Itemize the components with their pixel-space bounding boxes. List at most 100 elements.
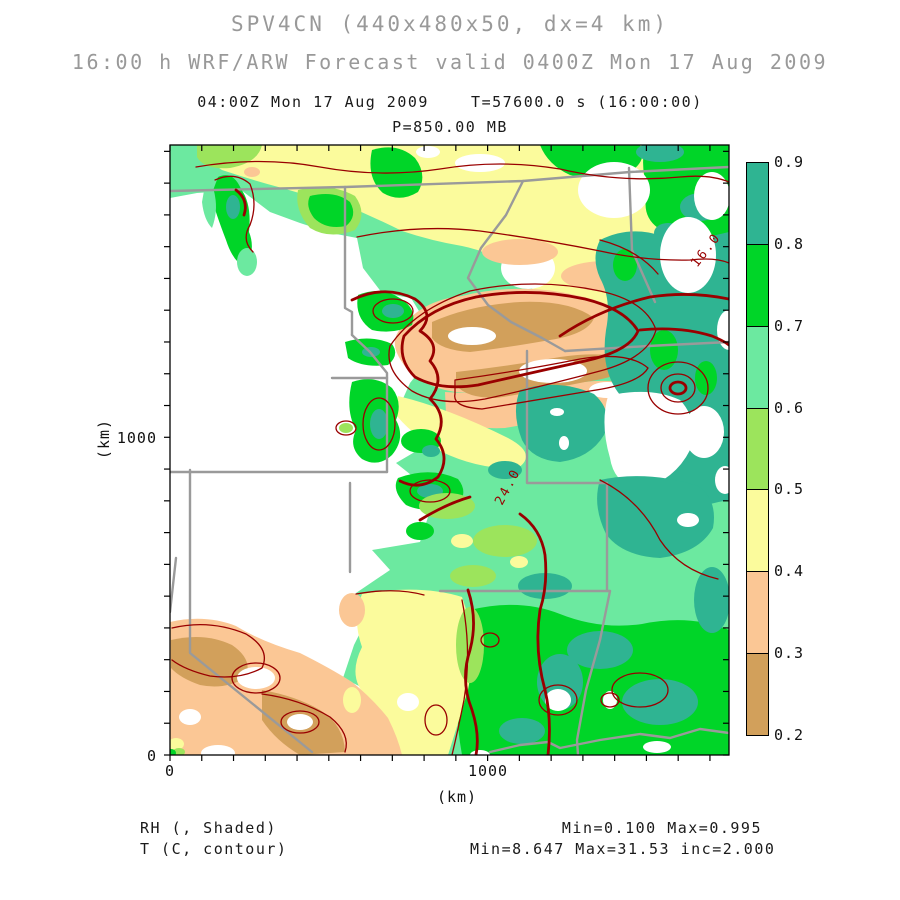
temperature-contour-ring <box>668 380 688 396</box>
temperature-contour-ring <box>280 710 320 734</box>
rh-fill-blob <box>451 534 473 548</box>
temperature-contours <box>171 160 729 755</box>
rh-fill-region <box>202 184 216 228</box>
field-description: RH (, Shaded) T (C, contour) <box>140 819 288 858</box>
temperature-contour-line <box>599 479 719 580</box>
temperature-contour-ring <box>231 662 281 694</box>
state-border-line <box>563 340 729 353</box>
temperature-contour-line <box>214 175 255 253</box>
rh-fill-blob <box>567 631 633 669</box>
rh-fill-blob <box>482 239 558 265</box>
x-axis-unit-label: (km) <box>436 788 478 806</box>
x-axis-tick-label-1000: 1000 <box>467 762 509 780</box>
rh-fill-blob <box>339 593 365 627</box>
temperature-contour-ring <box>409 479 451 503</box>
rh-fill-blob <box>170 738 184 750</box>
y-axis-tick-label-0: 0 <box>146 747 157 765</box>
rh-fill-blob <box>422 445 440 457</box>
rh-fill-blob <box>397 693 419 711</box>
temperature-contour-line <box>558 293 729 338</box>
rh-fill-blob <box>559 436 569 450</box>
temperature-contour-line <box>599 239 659 275</box>
rh-fill-blob <box>643 741 671 753</box>
temperature-contour-line <box>261 693 347 753</box>
temperature-contour-ring <box>362 397 396 451</box>
colorbar-label: 0.5 <box>774 480 805 499</box>
x-axis-tick-label-0: 0 <box>164 762 176 780</box>
temperature-contour-line <box>518 512 551 755</box>
state-border-line <box>488 727 729 754</box>
rh-fill-blob <box>237 248 257 276</box>
plot-frame-and-ticks <box>164 144 730 761</box>
colorbar-label: 0.6 <box>774 398 805 417</box>
rh-fill-blob <box>684 406 724 458</box>
colorbar-segment <box>746 325 769 409</box>
temperature-contour-line <box>464 588 479 755</box>
y-axis-tick-label-1000: 1000 <box>116 429 157 447</box>
state-border-line <box>188 468 314 754</box>
rh-fill-blob <box>545 689 571 711</box>
colorbar-label: 0.7 <box>774 316 805 335</box>
rh-fill-blob <box>694 172 729 220</box>
temperature-contour-line <box>171 624 266 678</box>
temperature-contour-line <box>418 495 472 522</box>
colorbar-label: 0.2 <box>774 726 805 744</box>
colorbar-segment <box>746 243 769 327</box>
rh-fill-blob <box>448 327 496 345</box>
colorbar-segment <box>746 407 769 491</box>
state-border-line <box>170 556 178 614</box>
temperature-contour-ring <box>647 361 709 415</box>
rh-fill-blob <box>488 461 522 479</box>
temperature-contour-ring <box>600 692 620 708</box>
state-border-line <box>350 333 389 474</box>
rh-fill-blob <box>473 525 537 557</box>
colorbar-segment <box>746 489 769 573</box>
rh-fill-region <box>308 194 354 227</box>
temperature-contour-line <box>356 227 729 264</box>
rh-fill-region <box>355 589 472 755</box>
rh-fill-region <box>197 145 262 169</box>
rh-fill-blob <box>660 217 716 293</box>
rh-fill-region <box>211 175 252 268</box>
temperature-contour-line <box>350 290 446 487</box>
rh-fill-blob <box>550 408 564 416</box>
state-border-line <box>466 179 567 353</box>
state-border-line <box>525 349 609 485</box>
colorbar-segment <box>746 571 769 655</box>
colorbar-segment <box>746 162 769 245</box>
rh-fill-blob <box>406 522 434 540</box>
rh-fill-blob <box>677 513 699 527</box>
state-borders <box>170 165 729 755</box>
shaded-rh-field <box>170 145 729 755</box>
rh-fill-blob <box>339 423 353 433</box>
temperature-contour-line <box>454 355 649 410</box>
temperature-contour-ring <box>424 704 448 736</box>
state-border-line <box>343 185 354 337</box>
rh-fill-blob <box>450 565 496 587</box>
temperature-contour-line <box>234 188 247 217</box>
rh-fill-blob <box>244 167 260 177</box>
rh-colorbar <box>746 162 769 736</box>
temperature-contour-ring <box>480 632 500 648</box>
state-border-line <box>627 166 657 304</box>
rh-fill-blob <box>370 409 388 439</box>
rh-fill-blob <box>287 714 313 730</box>
colorbar-label: 0.9 <box>774 153 805 171</box>
rh-fill-region <box>604 391 693 490</box>
rh-fill-blob <box>416 146 440 158</box>
valid-time-line: 04:00Z Mon 17 Aug 2009 T=57600.0 s (16:0… <box>197 93 703 111</box>
rh-fill-blob <box>382 304 404 318</box>
temperature-contour-ring <box>538 684 578 716</box>
plot-subtitle: 16:00 h WRF/ARW Forecast valid 0400Z Mon… <box>71 50 829 74</box>
rh-fill-blob <box>343 687 361 713</box>
plot-title: SPV4CN (440x480x50, dx=4 km) <box>230 12 669 36</box>
rh-fill-blob <box>170 749 176 755</box>
rh-fill-blob <box>173 748 185 755</box>
rh-fill-blob <box>237 667 275 689</box>
plot-border <box>169 144 730 756</box>
temperature-contour-ring <box>335 420 357 436</box>
colorbar-label: 0.3 <box>774 644 805 663</box>
rh-fill-blob <box>179 709 201 725</box>
